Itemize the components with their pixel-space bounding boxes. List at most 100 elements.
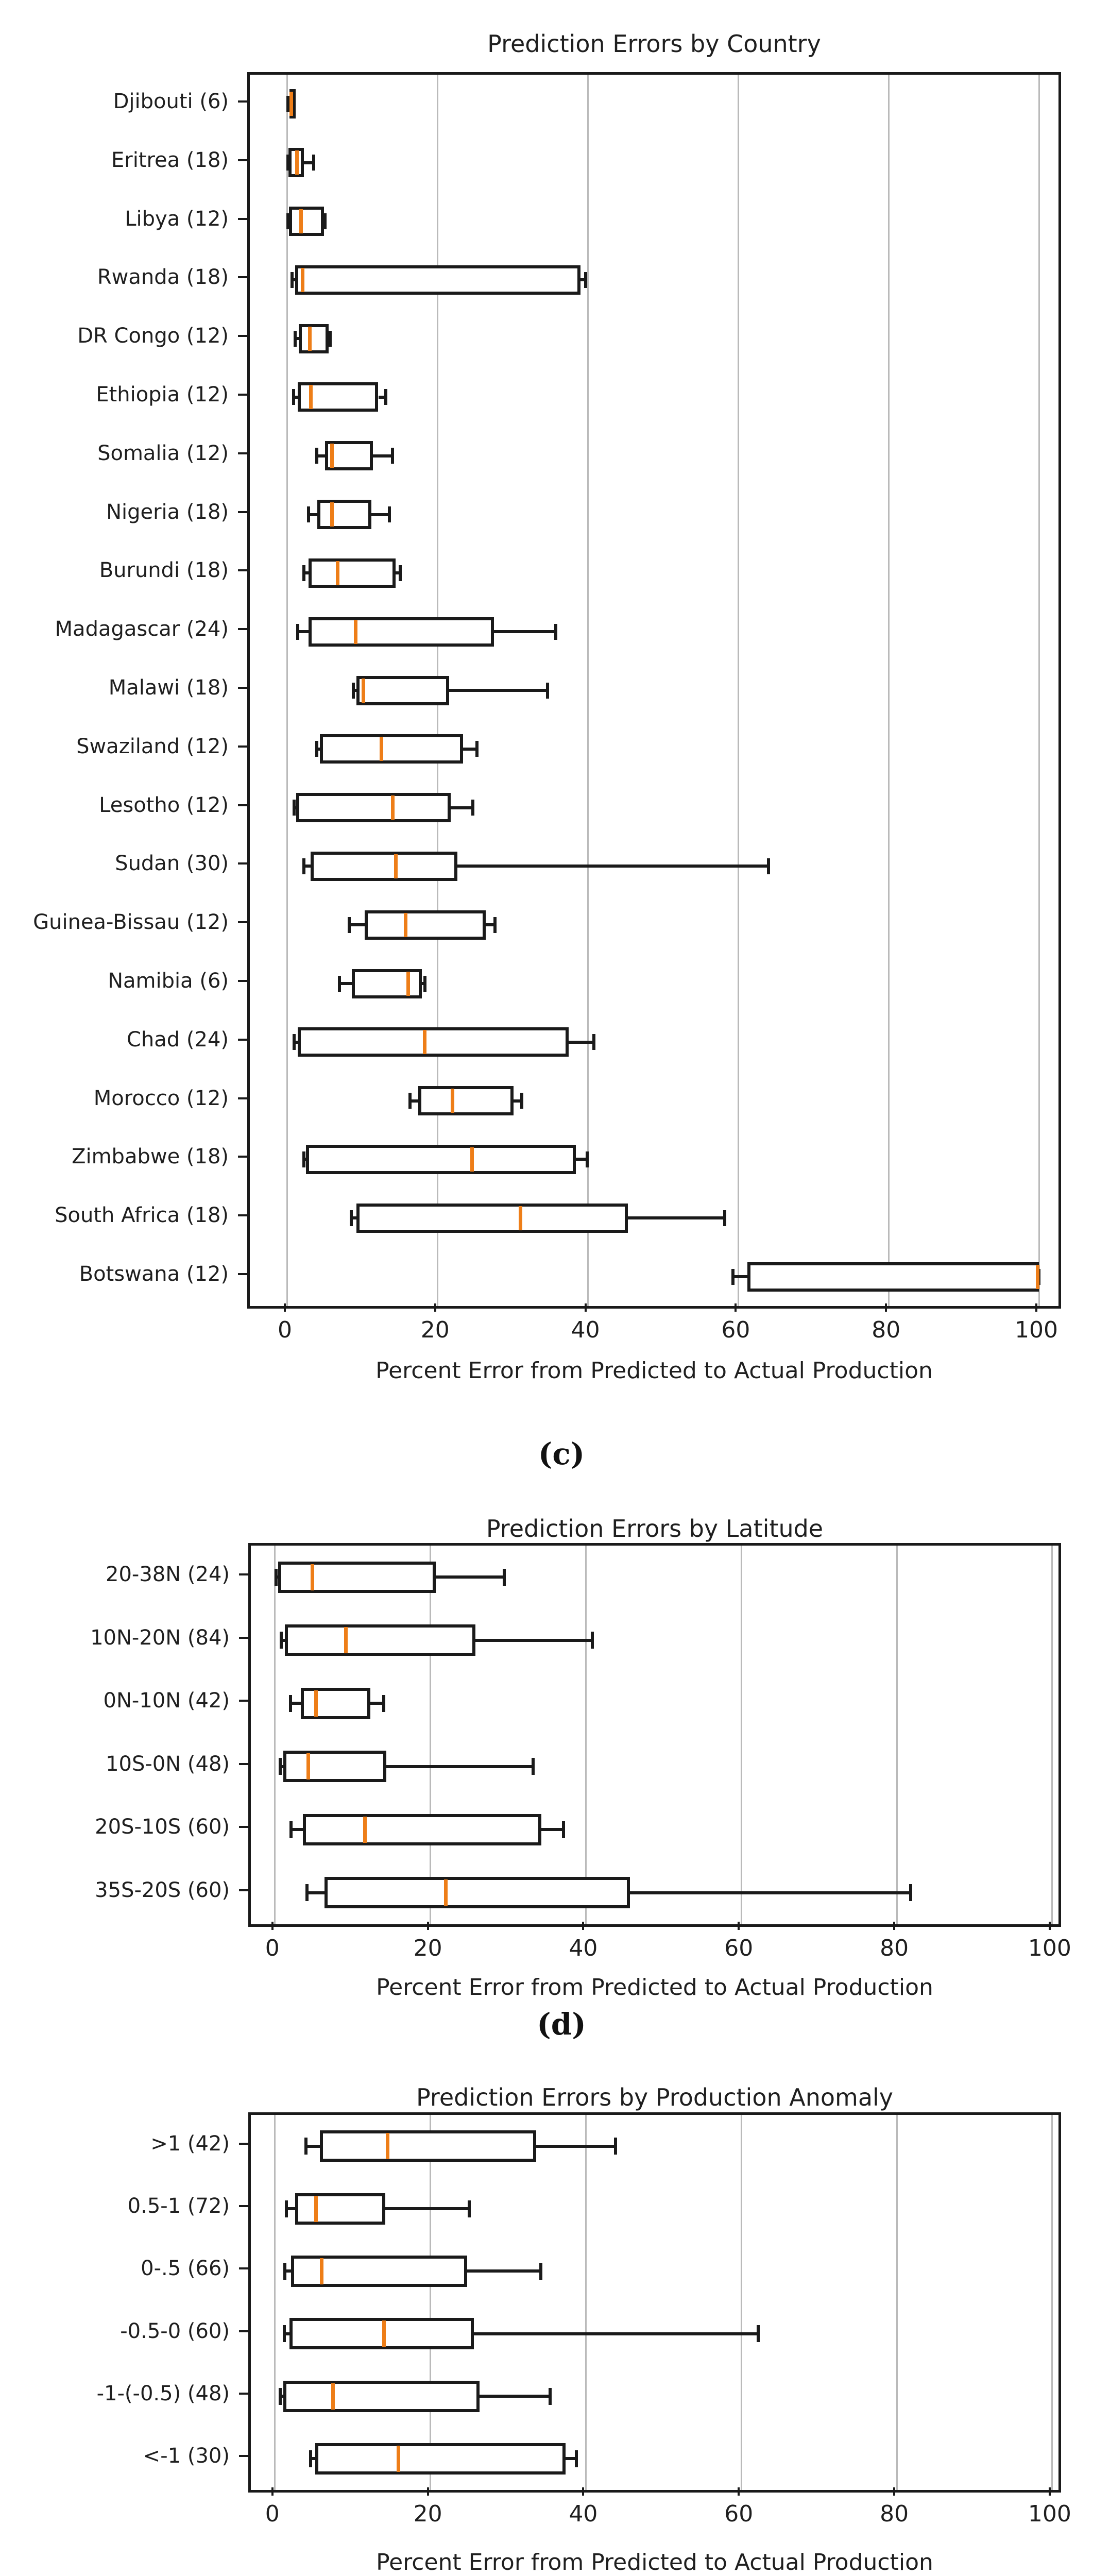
y-tick	[239, 2393, 248, 2395]
box	[306, 1144, 576, 1174]
x-tick-label: 0	[265, 2501, 280, 2527]
gridline	[585, 1546, 587, 1924]
gridline	[585, 2115, 587, 2490]
whisker	[457, 865, 768, 868]
y-tick	[238, 687, 247, 689]
x-tick-label: 60	[724, 2501, 754, 2527]
whisker-cap	[349, 1210, 353, 1226]
y-tick-label: 0N-10N (42)	[103, 1689, 230, 1713]
x-tick	[1035, 1303, 1038, 1312]
box	[418, 1086, 514, 1116]
whisker-cap	[286, 213, 289, 230]
y-tick	[238, 862, 247, 865]
whisker-cap	[493, 917, 497, 933]
whisker-cap	[549, 2387, 552, 2405]
whisker-cap	[757, 2325, 760, 2343]
whisker-cap	[384, 389, 388, 405]
whisker-cap	[293, 800, 296, 816]
gridline	[740, 1546, 742, 1924]
gridline	[430, 2115, 432, 2490]
whisker-cap	[475, 741, 479, 757]
y-tick-label: -1-(-0.5) (48)	[96, 2382, 230, 2405]
whisker-cap	[286, 96, 290, 112]
median-line	[344, 1627, 348, 1654]
x-axis-label: Percent Error from Predicted to Actual P…	[376, 1974, 933, 2001]
whisker	[541, 1828, 563, 1832]
whisker-cap	[766, 858, 770, 874]
median-line	[1035, 1264, 1039, 1289]
whisker	[494, 630, 556, 634]
y-tick-label: 10N-20N (84)	[90, 1625, 230, 1650]
whisker	[386, 1765, 533, 1768]
whisker	[566, 2457, 577, 2461]
whisker	[290, 1702, 301, 1705]
y-tick	[238, 511, 247, 513]
whisker	[580, 278, 586, 282]
y-tick	[239, 1700, 248, 1702]
whisker-cap	[279, 1758, 282, 1775]
whisker-cap	[590, 1632, 594, 1649]
y-tick	[238, 628, 247, 631]
whisker	[733, 1275, 747, 1279]
y-tick	[239, 1573, 248, 1576]
x-tick	[1048, 1922, 1051, 1930]
whisker	[449, 689, 548, 692]
whisker	[378, 395, 386, 399]
whisker-cap	[285, 2200, 288, 2217]
box	[283, 2380, 480, 2412]
whisker-cap	[352, 682, 355, 699]
box	[285, 1624, 476, 1656]
whisker-cap	[388, 506, 391, 523]
median-line	[331, 2383, 335, 2410]
y-tick-label: 0.5-1 (72)	[127, 2194, 230, 2218]
y-tick	[238, 452, 247, 454]
box	[295, 2193, 386, 2225]
y-tick-label: Lesotho (12)	[99, 793, 229, 817]
y-tick-label: Somalia (12)	[97, 441, 229, 465]
y-tick-label: 10S-0N (48)	[106, 1752, 230, 1776]
whisker-cap	[471, 800, 475, 816]
whisker-cap	[347, 917, 351, 933]
whisker	[306, 1891, 325, 1894]
median-line	[386, 2133, 390, 2160]
median-line	[310, 1564, 314, 1590]
x-tick	[434, 1303, 436, 1312]
y-tick	[239, 2330, 248, 2332]
y-tick	[238, 745, 247, 748]
y-tick	[239, 1826, 248, 1828]
whisker-cap	[315, 741, 318, 757]
gridline	[1038, 75, 1040, 1306]
whisker-cap	[909, 1884, 913, 1902]
whisker-cap	[584, 272, 588, 288]
whisker	[371, 513, 390, 516]
y-tick	[238, 100, 247, 103]
whisker	[291, 1828, 303, 1832]
whisker-cap	[592, 1034, 596, 1050]
whisker-cap	[315, 448, 318, 464]
y-tick-label: Namibia (6)	[108, 969, 229, 993]
whisker	[304, 865, 311, 868]
whisker-cap	[290, 272, 294, 288]
whisker	[479, 2395, 551, 2398]
median-line	[354, 619, 358, 644]
whisker	[298, 630, 309, 634]
y-tick	[238, 980, 247, 982]
whisker-cap	[554, 623, 557, 640]
whisker-cap	[304, 2138, 308, 2155]
figure-caption: (c)	[538, 1436, 585, 1471]
gridline	[737, 75, 739, 1306]
whisker	[385, 2207, 470, 2210]
y-tick	[238, 1214, 247, 1217]
whisker-cap	[531, 1758, 535, 1775]
gridline	[274, 2115, 276, 2490]
x-tick	[283, 1303, 286, 1312]
box	[365, 910, 486, 940]
whisker-cap	[539, 2262, 542, 2280]
whisker-cap	[279, 2387, 282, 2405]
y-tick-label: Zimbabwe (18)	[72, 1145, 229, 1169]
median-line	[363, 1816, 367, 1843]
box	[295, 265, 580, 295]
median-line	[451, 1089, 455, 1113]
whisker-cap	[302, 1151, 306, 1167]
y-tick-label: Malawi (18)	[108, 676, 229, 700]
